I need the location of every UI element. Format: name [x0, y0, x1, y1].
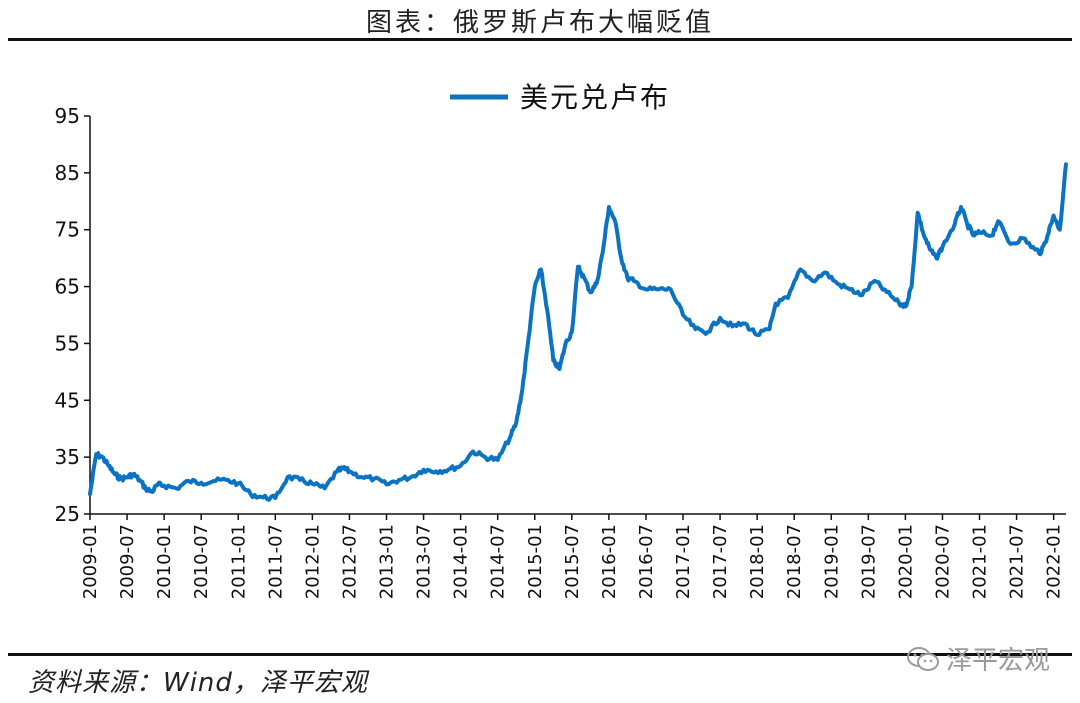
x-tick-label: 2010-01	[154, 524, 175, 599]
x-tick-label: 2009-01	[80, 524, 101, 599]
y-tick-label: 95	[55, 104, 80, 128]
x-tick-label: 2019-01	[821, 524, 842, 599]
x-tick-label: 2018-07	[784, 524, 805, 599]
y-tick-label: 55	[55, 331, 80, 355]
x-tick-label: 2014-01	[451, 524, 472, 599]
x-tick-label: 2011-01	[228, 524, 249, 599]
source-note: 资料来源：Wind，泽平宏观	[28, 668, 368, 698]
x-axis-ticks: 2009-01 2009-07 2010-01 2010-07 2011-01 2011-…	[80, 514, 1065, 599]
x-tick-label: 2013-01	[377, 524, 398, 599]
x-tick-label: 2021-07	[1007, 524, 1028, 599]
x-tick-label: 2016-01	[599, 524, 620, 599]
legend-label: 美元兑卢布	[520, 81, 670, 114]
x-tick-label: 2020-01	[895, 524, 916, 599]
x-tick-label: 2020-07	[932, 524, 953, 599]
x-tick-label: 2017-07	[710, 524, 731, 599]
x-tick-label: 2015-01	[525, 524, 546, 599]
y-axis-ticks: 25 35 45 55 65 75 85 95	[55, 104, 90, 526]
y-tick-label: 45	[55, 388, 80, 412]
title-divider	[8, 38, 1072, 41]
y-tick-label: 65	[55, 275, 80, 299]
chart-axes	[89, 116, 1066, 515]
x-tick-label: 2013-07	[414, 524, 435, 599]
x-tick-label: 2009-07	[117, 524, 138, 599]
x-tick-label: 2017-01	[673, 524, 694, 599]
line-chart: 美元兑卢布 25 35 45 55 65 75 85 95 2009-01 2009-07 201…	[55, 81, 1068, 599]
y-tick-label: 35	[55, 445, 80, 469]
x-tick-label: 2018-01	[747, 524, 768, 599]
x-tick-label: 2011-07	[265, 524, 286, 599]
x-tick-label: 2010-07	[191, 524, 212, 599]
x-tick-label: 2012-01	[302, 524, 323, 599]
watermark-text: 泽平宏观	[945, 646, 1050, 676]
x-tick-label: 2014-07	[488, 524, 509, 599]
y-tick-label: 75	[55, 218, 80, 242]
page-title: 图表：俄罗斯卢布大幅贬值	[365, 8, 714, 38]
footer-divider	[8, 653, 1072, 656]
watermark: 泽平宏观	[906, 640, 1050, 677]
x-tick-label: 2016-07	[636, 524, 657, 599]
x-tick-label: 2021-01	[970, 524, 991, 599]
x-tick-label: 2022-01	[1044, 524, 1065, 599]
x-tick-label: 2012-07	[339, 524, 360, 599]
x-tick-label: 2019-07	[858, 524, 879, 599]
y-tick-label: 25	[55, 502, 80, 526]
series-line-usd-rub	[88, 162, 1068, 502]
x-tick-label: 2015-07	[562, 524, 583, 599]
wechat-icon	[906, 646, 939, 671]
y-tick-label: 85	[55, 161, 80, 185]
chart-legend: 美元兑卢布	[450, 81, 670, 114]
